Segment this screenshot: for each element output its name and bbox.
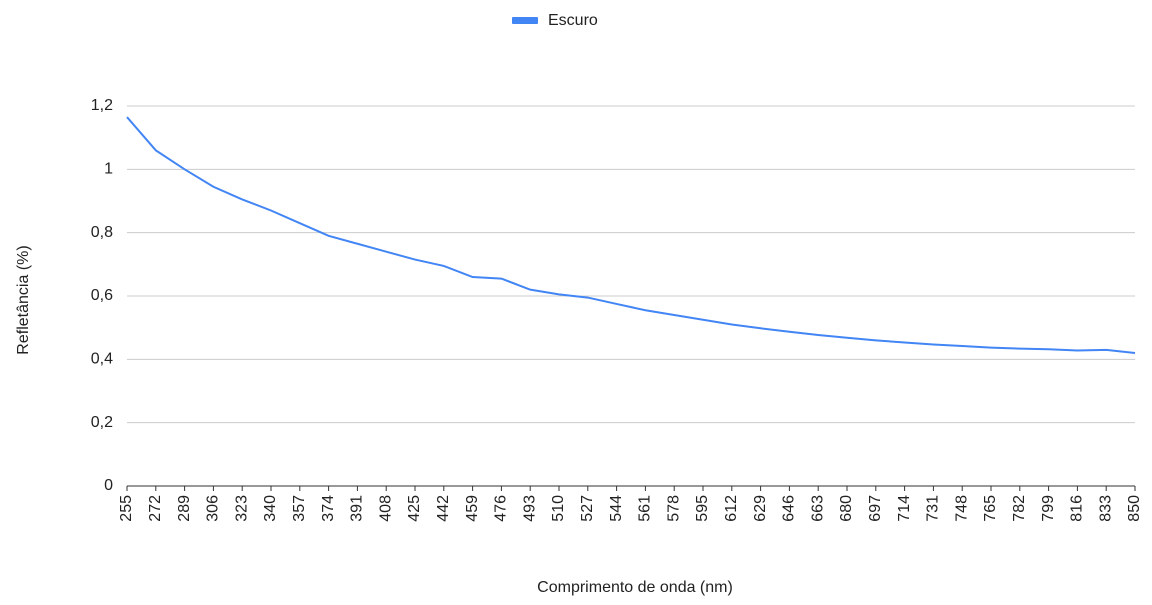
x-tick-label: 374 — [320, 495, 337, 522]
x-tick-label: 391 — [349, 495, 366, 522]
x-tick-label: 731 — [925, 495, 942, 522]
y-tick-label: 0,4 — [91, 351, 113, 368]
x-tick-label: 833 — [1097, 495, 1114, 522]
x-tick-label: 357 — [291, 495, 308, 522]
x-tick-label: 442 — [435, 495, 452, 522]
x-tick-label: 340 — [262, 495, 279, 522]
x-tick-label: 680 — [838, 495, 855, 522]
x-tick-label: 799 — [1040, 495, 1057, 522]
x-tick-label: 714 — [896, 495, 913, 522]
y-tick-label: 0,8 — [91, 224, 113, 241]
x-tick-label: 493 — [521, 495, 538, 522]
x-tick-label: 425 — [406, 495, 423, 522]
x-tick-label: 782 — [1011, 495, 1028, 522]
x-tick-label: 459 — [464, 495, 481, 522]
y-tick-label: 1,2 — [91, 97, 113, 114]
x-tick-label: 476 — [493, 495, 510, 522]
y-axis-title: Refletância (%) — [15, 245, 32, 354]
x-tick-label: 646 — [781, 495, 798, 522]
y-tick-label: 1 — [104, 161, 113, 178]
x-tick-label: 595 — [694, 495, 711, 522]
x-tick-label: 272 — [147, 495, 164, 522]
x-tick-label: 408 — [377, 495, 394, 522]
x-tick-label: 561 — [637, 495, 654, 522]
x-tick-label: 612 — [723, 495, 740, 522]
x-tick-label: 748 — [953, 495, 970, 522]
x-tick-label: 663 — [809, 495, 826, 522]
x-tick-label: 629 — [752, 495, 769, 522]
legend-label: Escuro — [548, 12, 598, 29]
x-tick-label: 510 — [550, 495, 567, 522]
data-line — [126, 116, 1136, 354]
x-tick-label: 527 — [579, 495, 596, 522]
x-tick-label: 289 — [176, 495, 193, 522]
y-tick-label: 0,6 — [91, 287, 113, 304]
x-tick-label: 765 — [982, 495, 999, 522]
x-tick-label: 697 — [867, 495, 884, 522]
x-tick-label: 578 — [665, 495, 682, 522]
x-tick-label: 255 — [118, 495, 135, 522]
x-tick-label: 816 — [1069, 495, 1086, 522]
y-tick-label: 0 — [104, 477, 113, 494]
x-tick-label: 850 — [1126, 495, 1143, 522]
x-tick-label: 323 — [233, 495, 250, 522]
x-axis-title: Comprimento de onda (nm) — [537, 579, 733, 596]
x-tick-label: 306 — [205, 495, 222, 522]
y-tick-label: 0,2 — [91, 414, 113, 431]
legend-swatch — [512, 17, 538, 24]
x-tick-label: 544 — [608, 495, 625, 522]
